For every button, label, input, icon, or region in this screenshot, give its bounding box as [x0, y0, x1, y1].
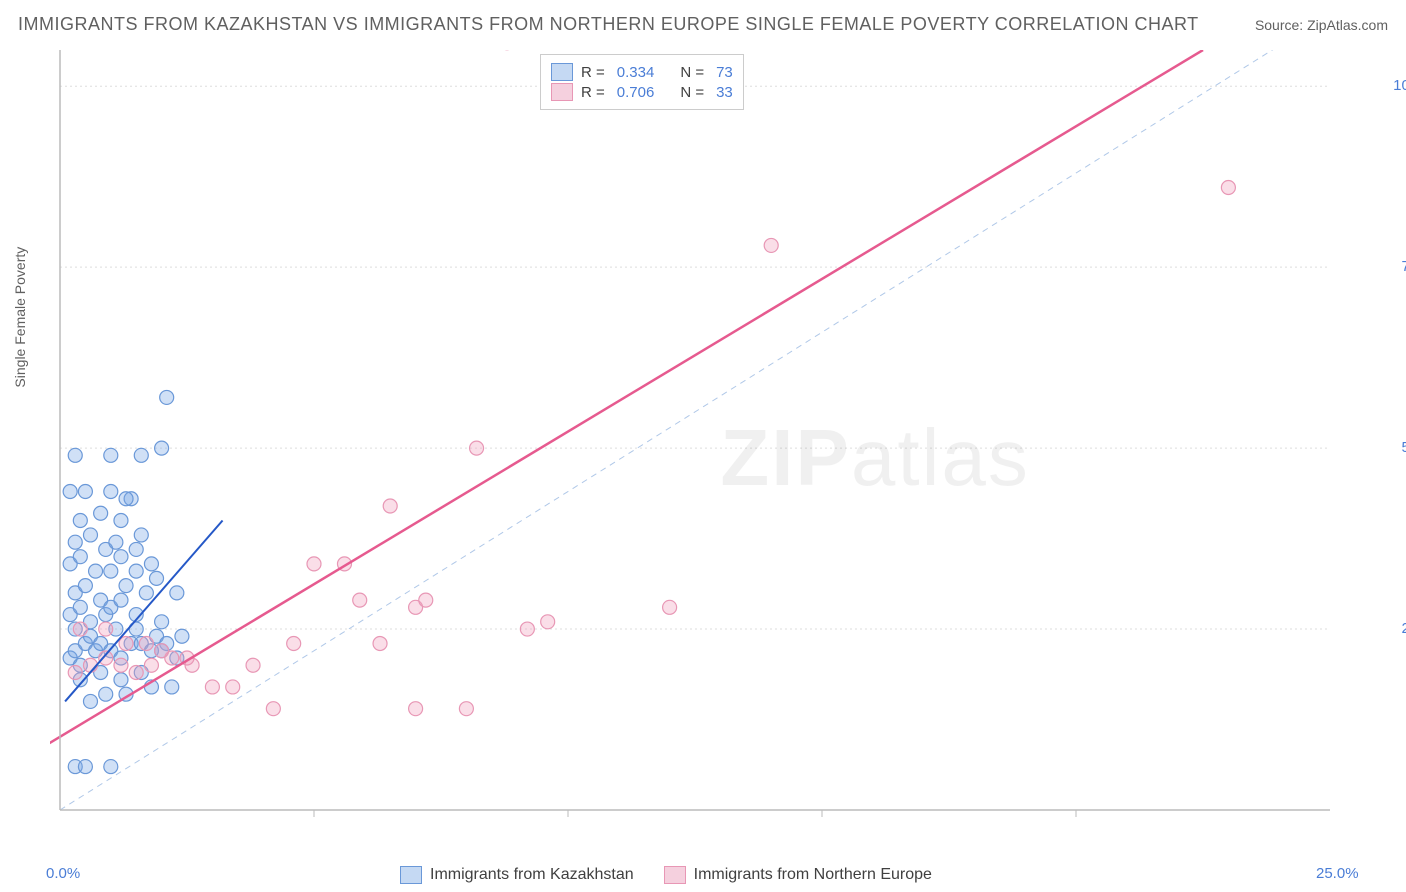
- legend-row: R = 0.706 N = 33: [551, 83, 733, 101]
- series-legend-item: Immigrants from Kazakhstan: [400, 866, 634, 884]
- legend-swatch: [664, 866, 686, 884]
- correlation-legend: R = 0.334 N = 73 R = 0.706 N = 33: [540, 54, 744, 110]
- n-label: N =: [680, 84, 704, 101]
- y-tick-label: 25.0%: [1401, 620, 1406, 637]
- legend-swatch: [551, 63, 573, 81]
- legend-row: R = 0.334 N = 73: [551, 63, 733, 81]
- chart-title: IMMIGRANTS FROM KAZAKHSTAN VS IMMIGRANTS…: [18, 14, 1199, 35]
- scatter-plot-svg: [50, 50, 1330, 820]
- y-tick-label: 50.0%: [1401, 439, 1406, 456]
- x-tick-label: 25.0%: [1316, 865, 1359, 882]
- series-legend-item: Immigrants from Northern Europe: [664, 866, 932, 884]
- r-value: 0.706: [617, 84, 655, 101]
- series-name: Immigrants from Northern Europe: [694, 866, 932, 884]
- series-name: Immigrants from Kazakhstan: [430, 866, 634, 884]
- y-tick-label: 100.0%: [1393, 77, 1406, 94]
- n-label: N =: [680, 64, 704, 81]
- r-label: R =: [581, 64, 605, 81]
- legend-swatch: [400, 866, 422, 884]
- r-label: R =: [581, 84, 605, 101]
- chart-area: Single Female Poverty 25.0%50.0%75.0%100…: [50, 50, 1390, 850]
- legend-swatch: [551, 83, 573, 101]
- y-axis-label: Single Female Poverty: [12, 247, 28, 388]
- r-value: 0.334: [617, 64, 655, 81]
- n-value: 73: [716, 64, 733, 81]
- source-attribution: Source: ZipAtlas.com: [1255, 17, 1388, 33]
- n-value: 33: [716, 84, 733, 101]
- x-tick-label: 0.0%: [46, 865, 80, 882]
- y-tick-label: 75.0%: [1401, 258, 1406, 275]
- series-legend: Immigrants from Kazakhstan Immigrants fro…: [400, 866, 932, 884]
